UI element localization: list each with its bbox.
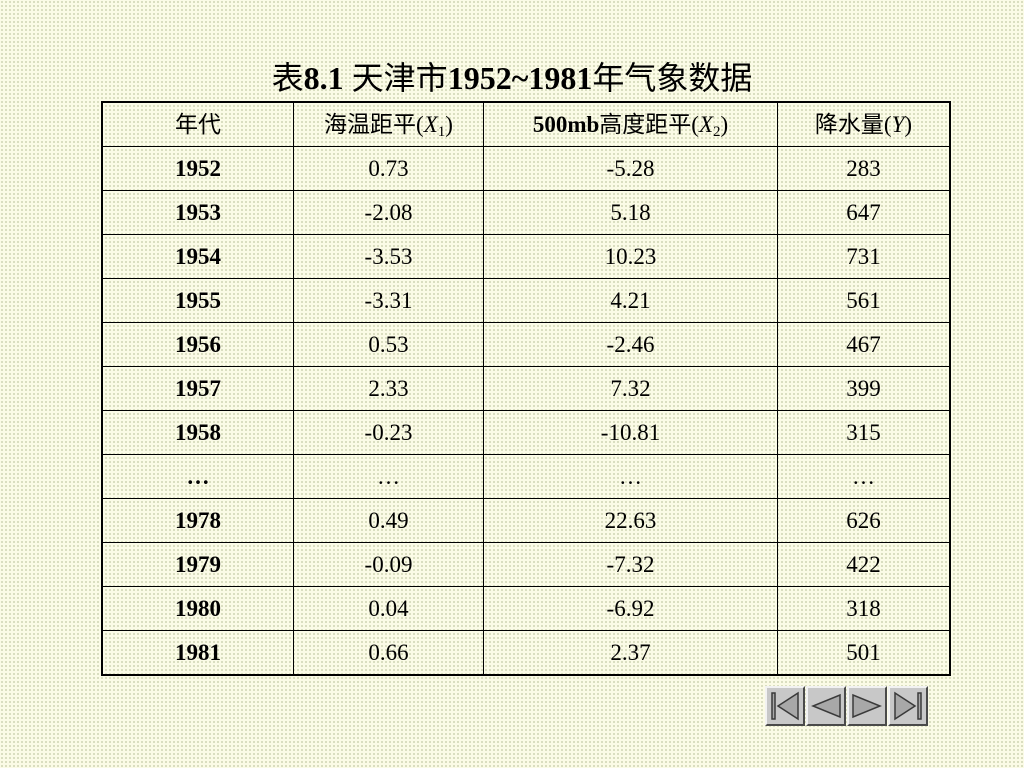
table-row: 1952 0.73 -5.28 283 bbox=[101, 146, 951, 191]
table-row: 1980 0.04 -6.92 318 bbox=[101, 586, 951, 631]
cell-x1: -3.53 bbox=[293, 234, 484, 279]
cell-y: 318 bbox=[777, 586, 951, 631]
cell-y: 561 bbox=[777, 278, 951, 323]
cell-x1: -0.09 bbox=[293, 542, 484, 587]
cell-x2: 2.37 bbox=[483, 630, 778, 676]
cell-y: 626 bbox=[777, 498, 951, 543]
table-row-ellipsis: ………… bbox=[101, 454, 951, 499]
table-row: 1954 -3.53 10.23 731 bbox=[101, 234, 951, 279]
cell-year: 1958 bbox=[101, 410, 294, 455]
table-row: 1955 -3.31 4.21 561 bbox=[101, 278, 951, 323]
slide-navigation bbox=[765, 686, 929, 726]
table-row: 1981 0.66 2.37 501 bbox=[101, 630, 951, 676]
header-sst-anomaly: 海温距平(X1) bbox=[293, 101, 484, 147]
cell-y: … bbox=[777, 454, 951, 499]
title-suffix: 年气象数据 bbox=[592, 60, 753, 96]
first-slide-button[interactable] bbox=[765, 686, 805, 726]
first-slide-icon bbox=[771, 691, 799, 721]
cell-year: 1979 bbox=[101, 542, 294, 587]
cell-year: 1954 bbox=[101, 234, 294, 279]
cell-x2: 5.18 bbox=[483, 190, 778, 235]
cell-y: 422 bbox=[777, 542, 951, 587]
cell-x2: 10.23 bbox=[483, 234, 778, 279]
title-number: 8.1 bbox=[303, 60, 344, 96]
weather-data-table: 年代 海温距平(X1) 500mb高度距平(X2) 降水量(Y) 1952 0.7… bbox=[101, 101, 951, 676]
cell-x1: -2.08 bbox=[293, 190, 484, 235]
cell-y: 501 bbox=[777, 630, 951, 676]
cell-year: 1953 bbox=[101, 190, 294, 235]
cell-x1: -3.31 bbox=[293, 278, 484, 323]
cell-x1: 2.33 bbox=[293, 366, 484, 411]
cell-x1: … bbox=[293, 454, 484, 499]
next-slide-button[interactable] bbox=[847, 686, 887, 726]
cell-year: 1981 bbox=[101, 630, 294, 676]
title-years: 1952~1981 bbox=[447, 60, 593, 96]
table-row: 1957 2.33 7.32 399 bbox=[101, 366, 951, 411]
cell-y: 399 bbox=[777, 366, 951, 411]
cell-y: 647 bbox=[777, 190, 951, 235]
table-row: 1979 -0.09 -7.32 422 bbox=[101, 542, 951, 587]
cell-x2: -6.92 bbox=[483, 586, 778, 631]
cell-x2: -2.46 bbox=[483, 322, 778, 367]
header-precipitation: 降水量(Y) bbox=[777, 101, 951, 147]
previous-slide-button[interactable] bbox=[806, 686, 846, 726]
table-row: 1978 0.49 22.63 626 bbox=[101, 498, 951, 543]
cell-year: … bbox=[101, 454, 294, 499]
page-title: 表8.1 天津市1952~1981年气象数据 bbox=[0, 56, 1024, 100]
cell-year: 1955 bbox=[101, 278, 294, 323]
header-500mb-height-anomaly: 500mb高度距平(X2) bbox=[483, 101, 778, 147]
cell-x1: 0.53 bbox=[293, 322, 484, 367]
cell-x1: 0.49 bbox=[293, 498, 484, 543]
last-slide-button[interactable] bbox=[888, 686, 928, 726]
cell-x2: -10.81 bbox=[483, 410, 778, 455]
next-slide-icon bbox=[852, 693, 882, 719]
cell-y: 283 bbox=[777, 146, 951, 191]
cell-year: 1956 bbox=[101, 322, 294, 367]
table-row: 1953 -2.08 5.18 647 bbox=[101, 190, 951, 235]
table-row: 1956 0.53 -2.46 467 bbox=[101, 322, 951, 367]
previous-slide-icon bbox=[811, 693, 841, 719]
cell-year: 1952 bbox=[101, 146, 294, 191]
cell-x2: 7.32 bbox=[483, 366, 778, 411]
cell-year: 1978 bbox=[101, 498, 294, 543]
cell-x2: -7.32 bbox=[483, 542, 778, 587]
cell-x1: -0.23 bbox=[293, 410, 484, 455]
cell-x2: … bbox=[483, 454, 778, 499]
cell-y: 467 bbox=[777, 322, 951, 367]
cell-x2: 22.63 bbox=[483, 498, 778, 543]
cell-year: 1980 bbox=[101, 586, 294, 631]
cell-y: 731 bbox=[777, 234, 951, 279]
table-header-row: 年代 海温距平(X1) 500mb高度距平(X2) 降水量(Y) bbox=[101, 101, 951, 147]
cell-x1: 0.04 bbox=[293, 586, 484, 631]
title-middle: 天津市 bbox=[343, 60, 448, 96]
title-prefix: 表 bbox=[271, 60, 304, 96]
cell-x2: 4.21 bbox=[483, 278, 778, 323]
last-slide-icon bbox=[894, 691, 922, 721]
cell-x1: 0.73 bbox=[293, 146, 484, 191]
cell-x1: 0.66 bbox=[293, 630, 484, 676]
cell-y: 315 bbox=[777, 410, 951, 455]
cell-year: 1957 bbox=[101, 366, 294, 411]
header-year: 年代 bbox=[101, 101, 294, 147]
table-row: 1958 -0.23 -10.81 315 bbox=[101, 410, 951, 455]
cell-x2: -5.28 bbox=[483, 146, 778, 191]
